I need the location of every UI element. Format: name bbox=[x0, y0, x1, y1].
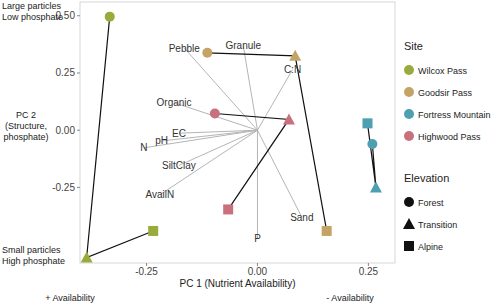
legend-marker bbox=[404, 109, 414, 119]
chart: -0.250.000.25-0.250.000.250.50PC 1 (Nutr… bbox=[0, 0, 500, 305]
y-axis-title: PC 2 bbox=[16, 110, 36, 120]
plot-area bbox=[81, 12, 382, 263]
annotation: + Availability bbox=[45, 293, 95, 303]
loading-label: N bbox=[140, 142, 147, 153]
y-axis-title: phosphate) bbox=[3, 132, 48, 142]
loading-label: Sand bbox=[290, 212, 313, 223]
x-axis-title: PC 1 (Nutrient Availability) bbox=[180, 278, 296, 289]
legend-title: Elevation bbox=[404, 172, 449, 184]
y-tick-label: 0.25 bbox=[56, 67, 76, 78]
point bbox=[223, 204, 233, 214]
annotation: Large particles bbox=[2, 1, 62, 11]
legend-marker bbox=[404, 197, 414, 207]
y-tick-label: -0.25 bbox=[52, 182, 75, 193]
loading-label: Granule bbox=[225, 40, 261, 51]
legend-label: Goodsir Pass bbox=[418, 88, 473, 98]
point bbox=[370, 181, 382, 192]
loading-vector bbox=[257, 130, 258, 239]
loading-label: P bbox=[254, 233, 261, 244]
y-tick bbox=[77, 130, 80, 131]
y-tick-label: 0.00 bbox=[56, 125, 76, 136]
legend-marker bbox=[404, 131, 414, 141]
legend-label: Alpine bbox=[418, 242, 443, 252]
y-tick bbox=[77, 187, 80, 188]
point bbox=[289, 50, 301, 61]
x-tick-label: 0.25 bbox=[359, 266, 379, 277]
annotation: High phosphate bbox=[2, 256, 65, 266]
loading-vector bbox=[243, 46, 257, 130]
point bbox=[283, 113, 295, 124]
point bbox=[210, 108, 220, 118]
site-line bbox=[215, 113, 289, 209]
legend-title: Site bbox=[404, 40, 423, 52]
legend-label: Forest bbox=[418, 198, 444, 208]
loading-label: pH bbox=[155, 135, 168, 146]
y-tick bbox=[77, 15, 80, 16]
loading-vector bbox=[160, 130, 258, 195]
legend-marker bbox=[404, 65, 414, 75]
point bbox=[81, 252, 93, 263]
legend-label: Wilcox Pass bbox=[418, 66, 468, 76]
y-axis-title: (Structure, bbox=[5, 121, 47, 131]
loading-label: C:N bbox=[284, 64, 301, 75]
site-line bbox=[207, 53, 326, 231]
loading-label: Organic bbox=[157, 97, 192, 108]
y-tick bbox=[77, 72, 80, 73]
point bbox=[367, 139, 377, 149]
annotation: - Availability bbox=[326, 293, 374, 303]
loading-label: Pebble bbox=[169, 43, 201, 54]
loading-label: EC bbox=[172, 128, 186, 139]
legend-marker bbox=[404, 241, 414, 251]
plot-frame bbox=[80, 2, 395, 263]
legend-label: Highwood Pass bbox=[418, 132, 481, 142]
x-tick-label: -0.25 bbox=[135, 266, 158, 277]
point bbox=[202, 48, 212, 58]
legend-label: Transition bbox=[418, 220, 457, 230]
annotation: Low phosphate bbox=[2, 12, 63, 22]
x-tick-label: 0.00 bbox=[248, 266, 268, 277]
point bbox=[362, 118, 372, 128]
loading-vector bbox=[257, 130, 301, 217]
site-line bbox=[367, 123, 375, 187]
point bbox=[105, 12, 115, 22]
point bbox=[322, 226, 332, 236]
annotation: Small particles bbox=[2, 245, 61, 255]
loading-label: AvailN bbox=[145, 189, 174, 200]
loading-vector bbox=[144, 130, 258, 148]
legend-label: Fortress Mountain bbox=[418, 110, 491, 120]
legend-marker bbox=[404, 87, 414, 97]
legend-marker bbox=[403, 218, 415, 229]
loading-label: SiltClay bbox=[162, 160, 196, 171]
point bbox=[148, 226, 158, 236]
site-line bbox=[87, 17, 154, 258]
